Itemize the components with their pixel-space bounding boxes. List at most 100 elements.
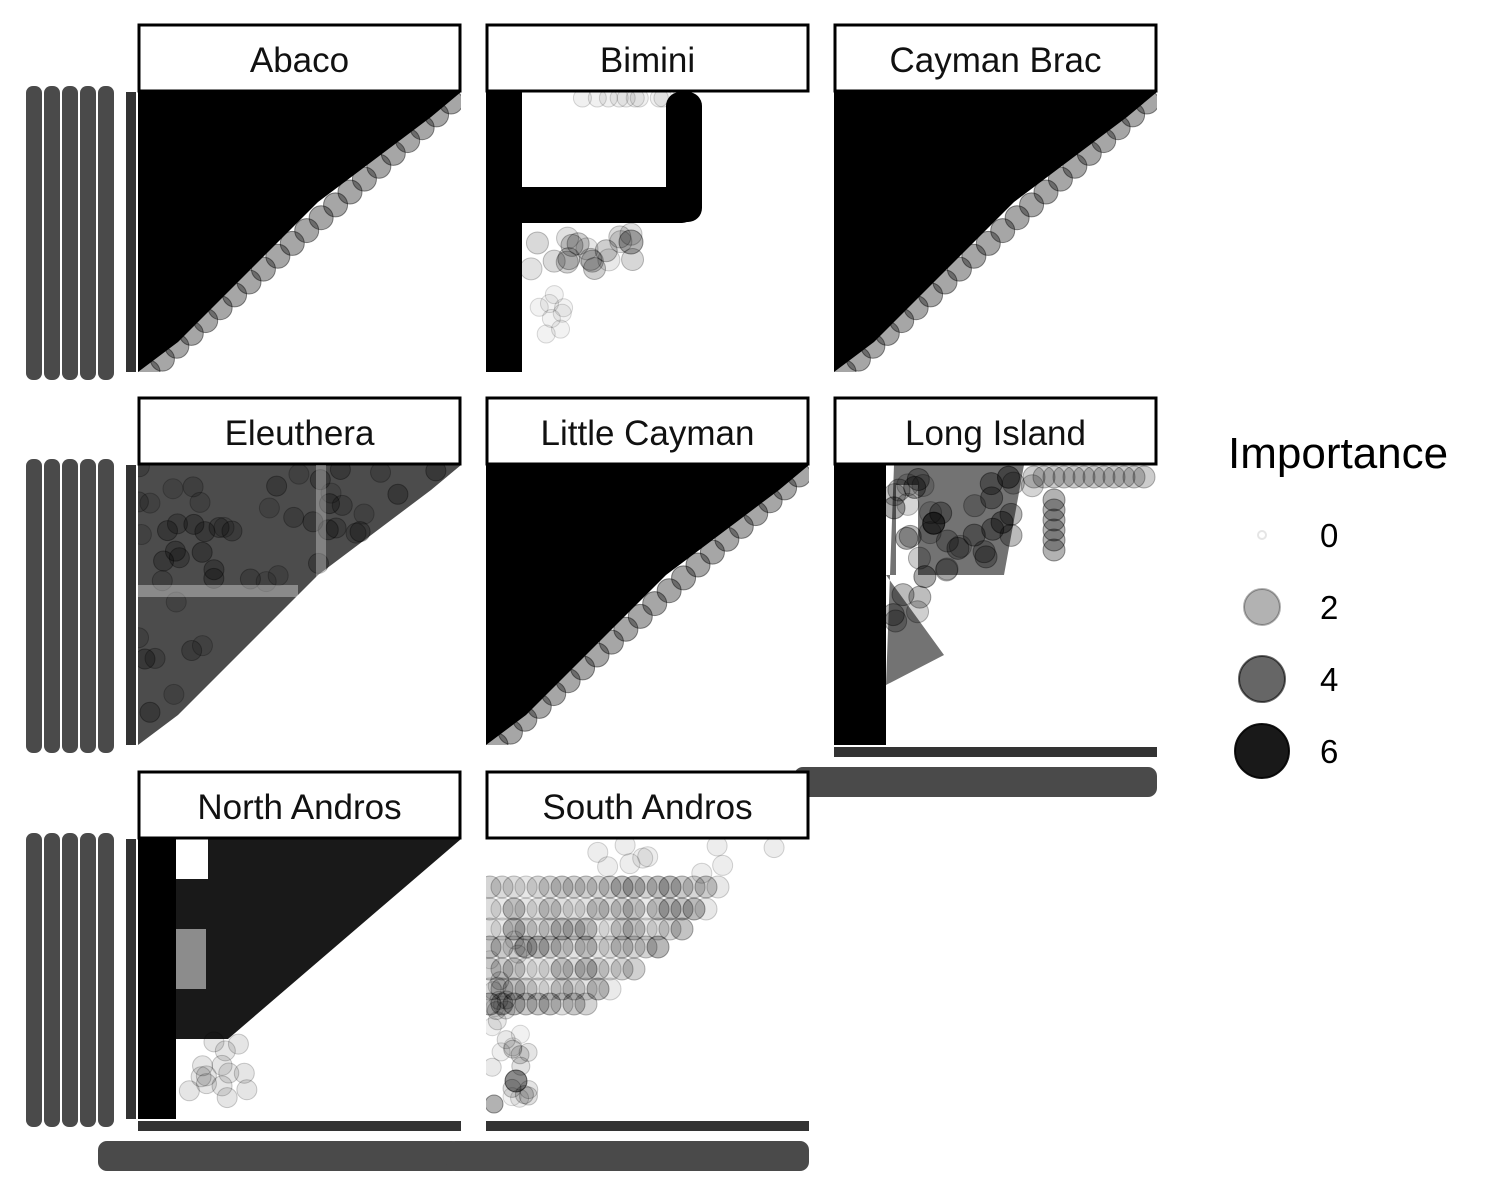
importance-point: [538, 935, 562, 959]
importance-point: [622, 917, 646, 941]
importance-point: [622, 875, 646, 899]
importance-point: [139, 492, 161, 514]
y-tick-band: [80, 86, 96, 380]
importance-point: [519, 1080, 539, 1100]
importance-point: [935, 558, 959, 582]
facet-plot-area: [486, 92, 702, 372]
importance-point: [586, 917, 610, 941]
legend-title: Importance: [1228, 429, 1448, 478]
facet-plot-area: [138, 92, 461, 372]
facet-plot-area: [834, 465, 1156, 745]
importance-point: [658, 897, 682, 921]
importance-point: [526, 977, 550, 1001]
importance-point: [490, 935, 514, 959]
importance-point: [845, 346, 871, 372]
importance-point: [163, 683, 185, 705]
facet-eleuthera: Eleuthera: [26, 396, 462, 753]
density-region: [666, 92, 702, 222]
importance-point: [214, 1040, 236, 1062]
importance-point: [610, 917, 634, 941]
importance-point: [183, 513, 205, 535]
facet-strip: [485, 396, 810, 466]
y-tick-band: [62, 459, 78, 753]
importance-point: [329, 465, 351, 480]
importance-point: [550, 897, 574, 921]
importance-point: [598, 977, 622, 1001]
importance-point: [575, 237, 599, 261]
importance-point: [283, 506, 305, 528]
importance-point: [691, 862, 713, 884]
facet-title: Bimini: [600, 41, 695, 80]
importance-point: [935, 557, 959, 581]
importance-point: [962, 523, 986, 547]
importance-point: [502, 917, 526, 941]
importance-point: [999, 523, 1023, 547]
importance-point: [656, 578, 682, 604]
facet-little-cayman: Little Cayman: [485, 396, 810, 745]
importance-point: [763, 839, 785, 859]
importance-point: [598, 957, 622, 981]
importance-point: [508, 944, 528, 964]
importance-point: [903, 475, 927, 499]
y-tick-band: [80, 459, 96, 753]
importance-point: [486, 981, 503, 1001]
importance-point: [997, 465, 1021, 489]
facet-long-island: Long Island: [794, 396, 1158, 797]
importance-point: [629, 92, 649, 108]
facet-title: South Andros: [542, 788, 752, 827]
importance-point: [166, 513, 188, 535]
y-tick-band: [98, 459, 114, 753]
importance-point: [491, 1042, 511, 1062]
importance-point: [632, 847, 654, 869]
importance-point: [544, 285, 564, 305]
density-region: [834, 92, 1157, 372]
legend-key: [1243, 588, 1281, 626]
importance-point: [1022, 465, 1046, 489]
importance-point: [1062, 465, 1086, 489]
importance-point: [1042, 488, 1066, 512]
importance-point: [1102, 465, 1126, 489]
importance-point: [1082, 465, 1106, 489]
importance-point: [486, 1017, 502, 1037]
importance-point: [555, 250, 579, 274]
legend-key: [1257, 530, 1267, 540]
importance-point: [236, 1079, 258, 1101]
legend-label: 4: [1320, 661, 1338, 698]
importance-point: [646, 935, 670, 959]
importance-point: [157, 520, 179, 542]
importance-point: [538, 897, 562, 921]
importance-point: [514, 1085, 534, 1105]
importance-point: [178, 1080, 200, 1102]
importance-point: [608, 225, 632, 249]
importance-point: [1120, 102, 1146, 128]
facet-strip: [485, 770, 810, 840]
importance-point: [486, 935, 502, 959]
importance-point: [634, 875, 658, 899]
importance-point: [511, 1056, 531, 1076]
importance-point: [153, 550, 175, 572]
importance-point: [922, 511, 946, 535]
importance-point: [1122, 465, 1146, 489]
importance-point: [195, 1065, 217, 1087]
importance-point: [884, 609, 908, 633]
density-gap: [176, 929, 206, 989]
importance-point: [513, 938, 533, 958]
importance-point: [504, 930, 524, 950]
importance-point: [637, 846, 659, 868]
importance-point: [409, 115, 435, 141]
importance-point: [503, 1037, 523, 1057]
importance-point: [562, 935, 586, 959]
importance-point: [1091, 128, 1117, 154]
importance-point: [671, 565, 697, 591]
importance-point: [1076, 140, 1102, 166]
importance-point: [164, 540, 186, 562]
importance-point: [265, 243, 291, 269]
importance-point: [975, 230, 1001, 256]
density-region: [138, 839, 176, 1119]
importance-point: [574, 992, 598, 1016]
importance-point: [490, 992, 514, 1016]
importance-point: [536, 324, 556, 344]
importance-point: [609, 230, 633, 254]
importance-point: [625, 92, 645, 108]
importance-point: [948, 534, 972, 558]
